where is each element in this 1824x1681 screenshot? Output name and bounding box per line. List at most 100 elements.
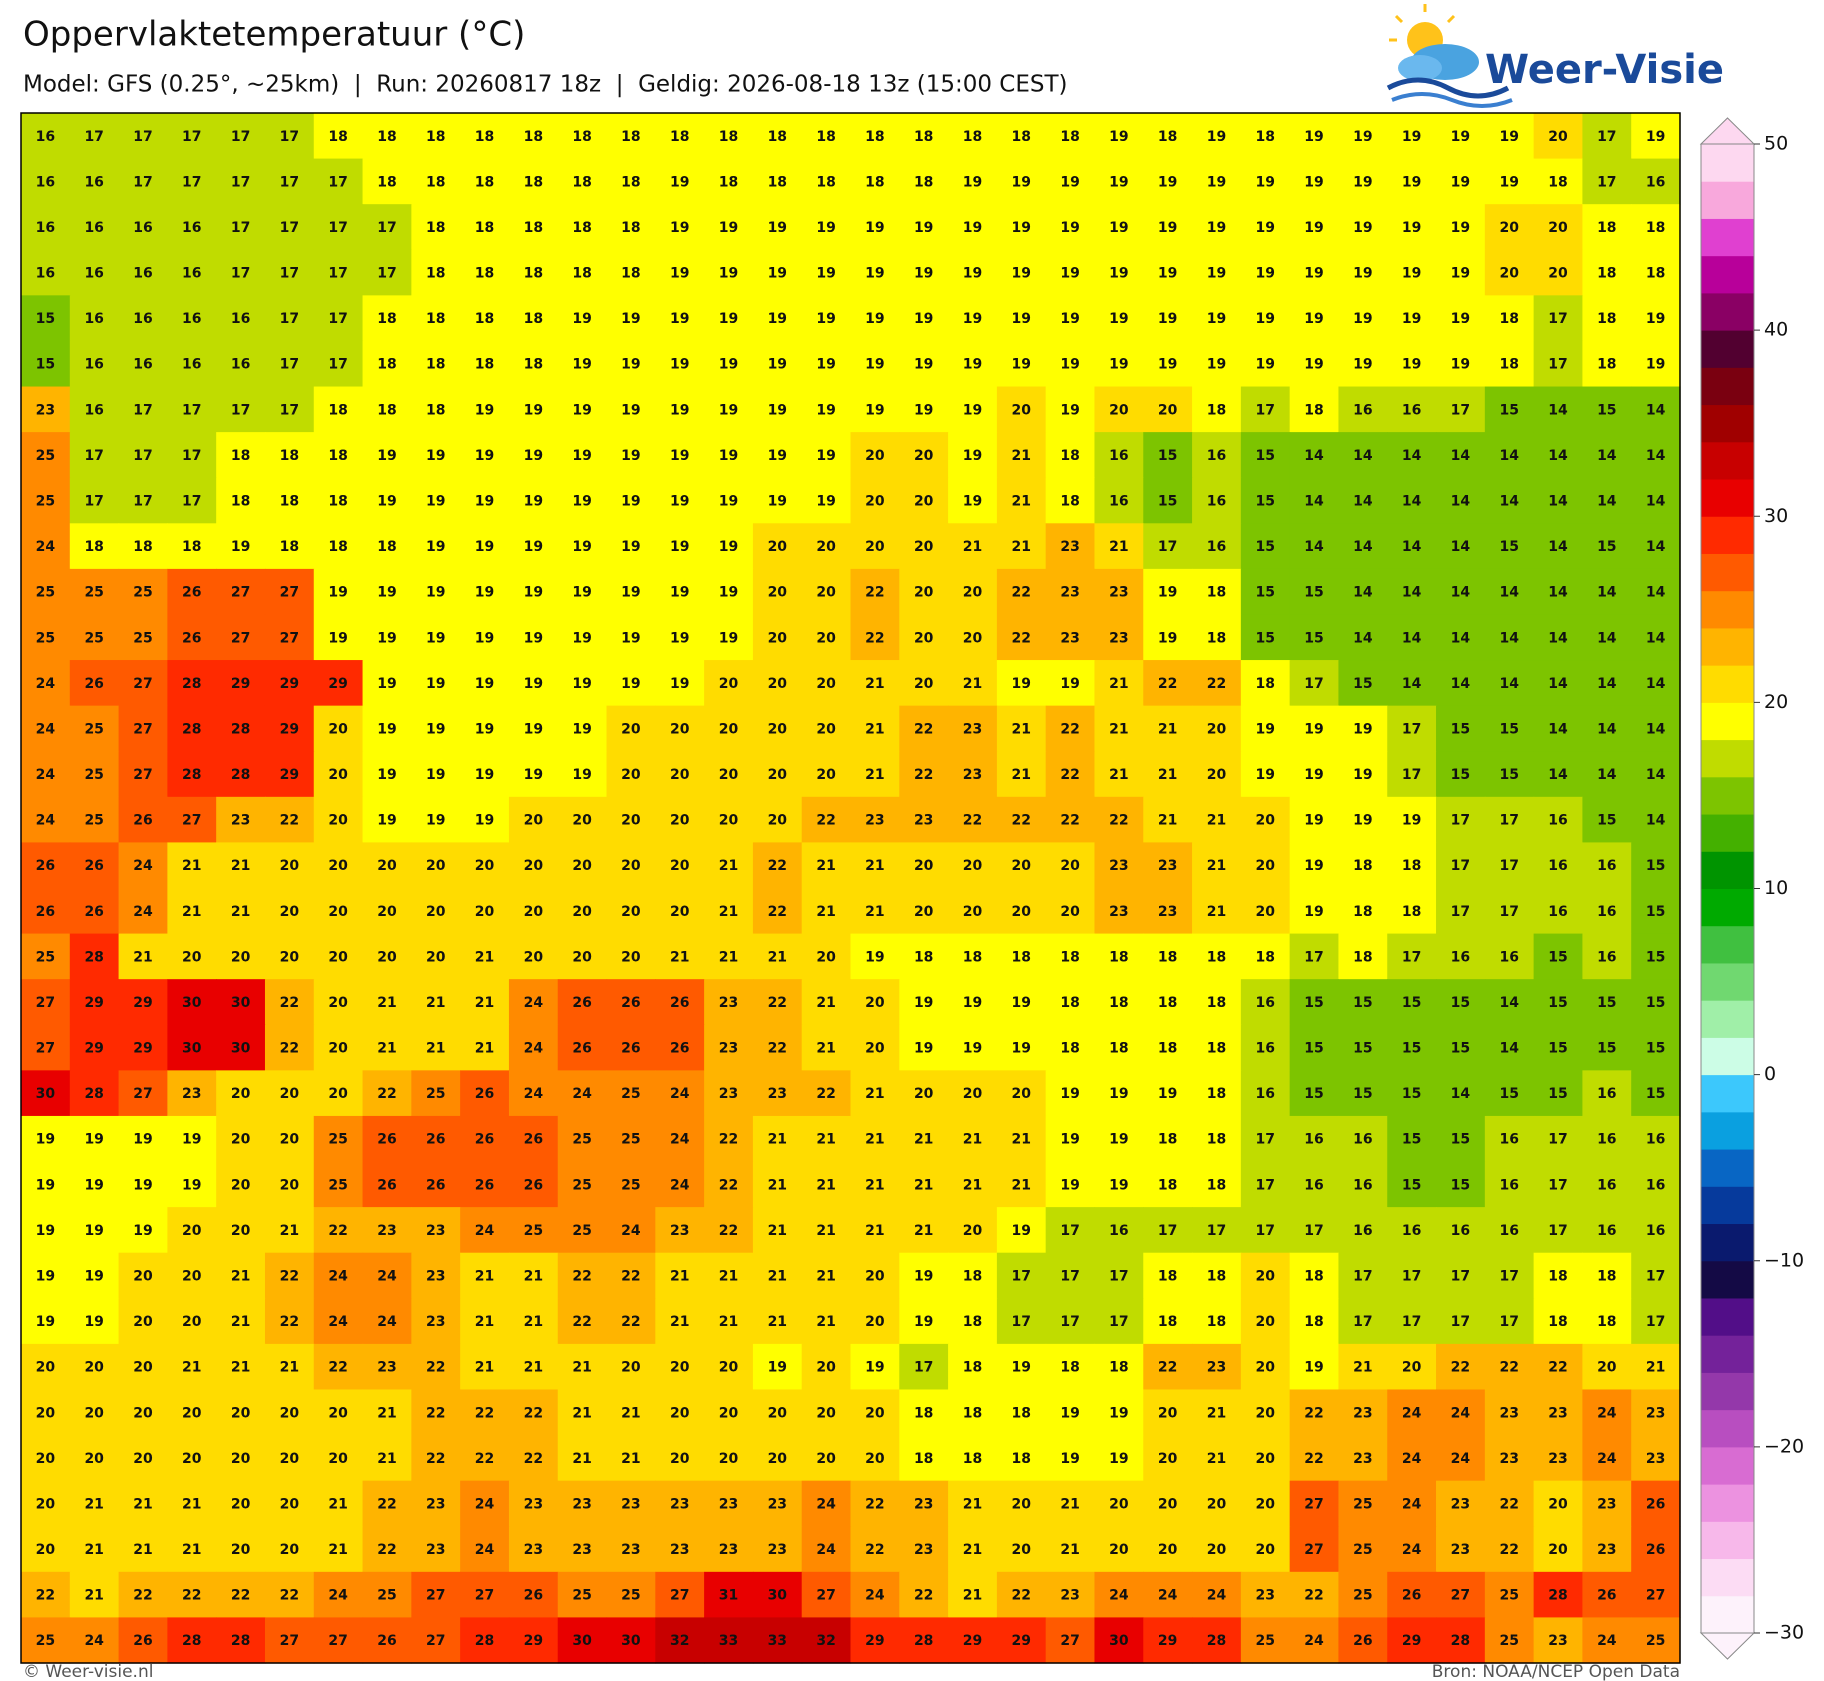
temperature-label: 19 (475, 539, 494, 555)
temperature-label: 19 (670, 448, 689, 464)
temperature-cell (1289, 1343, 1340, 1391)
temperature-cell (948, 1252, 998, 1299)
temperature-label: 21 (621, 1451, 640, 1467)
temperature-cell (1582, 386, 1632, 433)
temperature-label: 18 (1060, 995, 1079, 1011)
temperature-label: 20 (280, 1132, 300, 1148)
temperature-cell (1533, 796, 1584, 844)
temperature-label: 22 (280, 813, 299, 829)
temperature-label: 23 (426, 1314, 445, 1330)
temperature-cell (801, 751, 852, 798)
temperature-cell (264, 842, 315, 889)
temperature-label: 19 (1451, 174, 1470, 190)
temperature-cell (1533, 1252, 1584, 1299)
temperature-label: 18 (1353, 858, 1372, 874)
temperature-cell (899, 796, 949, 844)
temperature-cell (264, 340, 315, 388)
temperature-cell (1484, 1024, 1535, 1071)
temperature-label: 19 (719, 448, 738, 464)
temperature-cell (411, 340, 461, 388)
temperature-cell (216, 1207, 266, 1254)
temperature-label: 16 (133, 311, 152, 327)
temperature-cell (1094, 340, 1144, 388)
temperature-cell (1484, 523, 1535, 570)
temperature-label: 21 (1012, 448, 1031, 464)
temperature-label: 17 (1548, 1177, 1567, 1193)
temperature-cell (850, 1343, 900, 1391)
temperature-cell (1631, 386, 1681, 433)
temperature-label: 23 (1499, 1451, 1518, 1467)
temperature-label: 19 (1304, 357, 1323, 373)
temperature-label: 18 (1304, 1269, 1323, 1285)
temperature-label: 17 (280, 174, 299, 190)
temperature-cell (313, 477, 364, 524)
colorbar-top-cap (1699, 117, 1756, 145)
temperature-label: 20 (231, 1542, 251, 1558)
temperature-label: 23 (621, 1496, 640, 1512)
temperature-cell (655, 1526, 705, 1573)
temperature-label: 19 (524, 676, 543, 692)
temperature-cell (655, 1024, 705, 1071)
temperature-cell (460, 1526, 510, 1573)
temperature-cell (1094, 660, 1144, 707)
temperature-label: 15 (36, 357, 55, 373)
temperature-label: 15 (1499, 539, 1518, 555)
temperature-cell (1094, 477, 1144, 524)
temperature-label: 26 (84, 904, 103, 920)
temperature-label: 20 (377, 904, 397, 920)
temperature-cell (1533, 1617, 1584, 1664)
temperature-cell (69, 432, 120, 479)
temperature-cell (1289, 979, 1340, 1026)
temperature-label: 17 (1646, 1314, 1665, 1330)
temperature-cell (69, 204, 120, 251)
temperature-label: 26 (182, 630, 201, 646)
temperature-label: 20 (182, 1451, 202, 1467)
temperature-cell (1240, 113, 1291, 160)
temperature-cell (899, 842, 949, 889)
temperature-cell (899, 1207, 949, 1254)
temperature-cell (1289, 933, 1340, 980)
temperature-cell (313, 523, 364, 570)
temperature-cell (118, 1389, 168, 1436)
temperature-cell (69, 340, 120, 388)
temperature-cell (411, 432, 461, 479)
temperature-cell (557, 249, 608, 296)
temperature-cell (1436, 751, 1486, 798)
temperature-cell (996, 432, 1047, 479)
temperature-cell (1484, 432, 1535, 479)
temperature-cell (508, 295, 559, 342)
temperature-label: 16 (36, 174, 55, 190)
temperature-label: 19 (1207, 174, 1226, 190)
temperature-cell (655, 614, 705, 661)
temperature-label: 23 (1548, 1633, 1567, 1649)
temperature-cell (1045, 1343, 1096, 1391)
temperature-cell (1240, 204, 1291, 251)
temperature-cell (118, 568, 168, 616)
temperature-label: 18 (231, 448, 250, 464)
temperature-cell (1436, 158, 1486, 205)
temperature-label: 27 (816, 1588, 835, 1604)
temperature-cell (167, 888, 217, 935)
temperature-label: 20 (280, 858, 300, 874)
temperature-cell (216, 1571, 266, 1619)
temperature-label: 21 (963, 1588, 982, 1604)
temperature-cell (460, 1115, 510, 1163)
temperature-cell (508, 1343, 559, 1391)
temperature-cell (69, 1526, 120, 1573)
temperature-cell (21, 1343, 71, 1391)
temperature-label: 25 (621, 1132, 640, 1148)
temperature-label: 29 (280, 721, 299, 737)
temperature-cell (801, 1617, 852, 1664)
colorbar-tick-label: 20 (1764, 691, 1788, 713)
temperature-cell (362, 158, 412, 205)
temperature-cell (1045, 523, 1096, 570)
temperature-cell (167, 614, 217, 661)
temperature-label: 21 (768, 949, 787, 965)
temperature-label: 21 (572, 1451, 591, 1467)
temperature-label: 27 (133, 676, 152, 692)
temperature-cell (362, 523, 412, 570)
temperature-cell (606, 796, 656, 844)
temperature-label: 18 (1402, 904, 1421, 920)
temperature-cell (21, 1024, 71, 1071)
temperature-label: 21 (963, 1542, 982, 1558)
